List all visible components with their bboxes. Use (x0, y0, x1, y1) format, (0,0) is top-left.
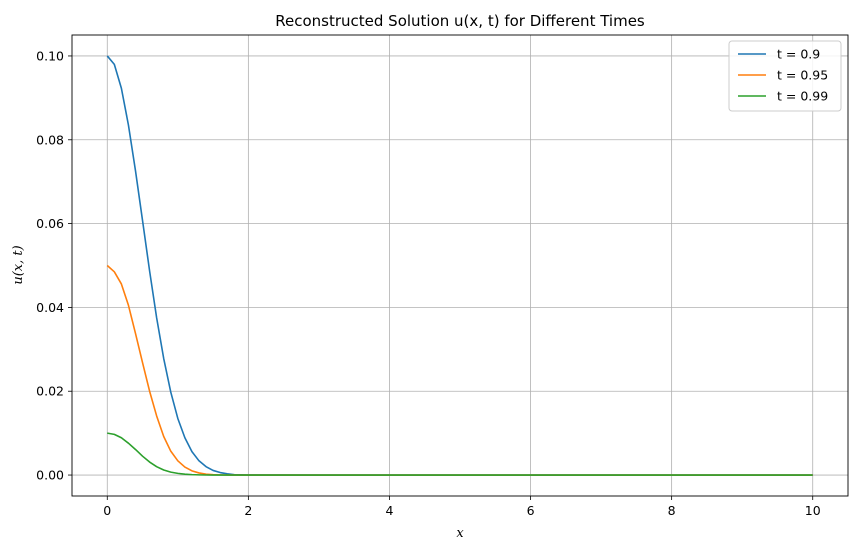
x-tick-label: 2 (244, 503, 252, 518)
y-tick-label: 0.02 (36, 384, 64, 399)
x-tick-label: 6 (527, 503, 535, 518)
x-tick-label: 0 (103, 503, 111, 518)
legend: t = 0.9 t = 0.95 t = 0.99 (728, 40, 842, 112)
y-axis-label: u(x, t) (11, 245, 26, 284)
y-tick-label: 0.04 (36, 300, 64, 315)
legend-box (728, 40, 842, 112)
plot-frame (71, 34, 849, 497)
legend-label: t = 0.99 (777, 89, 828, 104)
y-tick-label: 0.00 (36, 468, 64, 483)
series-line-1 (106, 55, 813, 476)
x-axis-ticks: 0 2 4 6 8 10 (103, 496, 821, 518)
chart-title: Reconstructed Solution u(x, t) for Diffe… (275, 12, 645, 30)
series-lines (106, 55, 813, 476)
y-tick-label: 0.10 (36, 48, 64, 63)
y-tick-label: 0.06 (36, 216, 64, 231)
legend-label: t = 0.9 (777, 47, 820, 62)
x-tick-label: 4 (385, 503, 393, 518)
series-line-2 (106, 264, 813, 476)
x-tick-label: 10 (805, 503, 821, 518)
y-tick-label: 0.08 (36, 132, 64, 147)
series-line-3 (107, 432, 813, 476)
legend-label: t = 0.95 (777, 68, 828, 83)
x-axis-label: x (456, 526, 464, 541)
x-tick-label: 8 (668, 503, 676, 518)
y-axis-ticks: 0.00 0.02 0.04 0.06 0.08 0.10 (36, 48, 72, 483)
